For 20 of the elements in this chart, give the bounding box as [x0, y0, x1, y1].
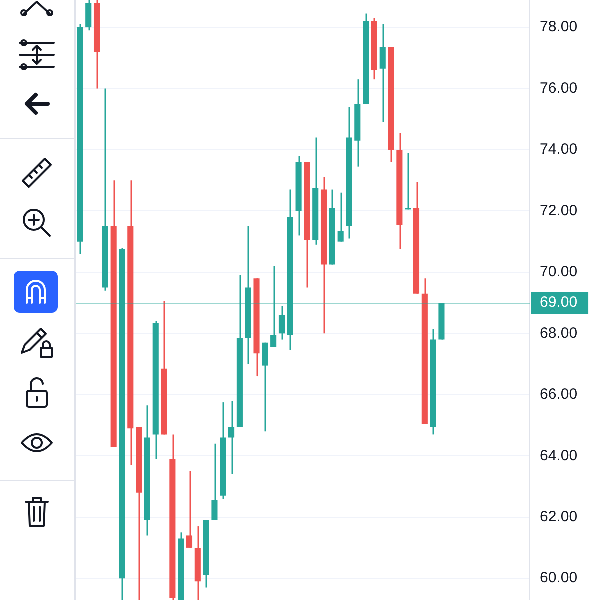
y-tick-label: 62.00: [540, 508, 578, 526]
candlestick: [212, 443, 218, 522]
candlestick: [338, 192, 344, 243]
y-tick-label: 72.00: [540, 202, 578, 220]
y-tick-label: 74.00: [540, 141, 578, 158]
y-tick-label: 76.00: [540, 80, 578, 97]
candlestick: [405, 152, 412, 210]
y-tick-label: 64.00: [540, 447, 578, 464]
candlestick: [186, 470, 193, 549]
y-tick-label: 70.00: [540, 264, 578, 281]
y-tick-label: 66.00: [540, 386, 578, 404]
candlestick: [228, 400, 235, 476]
candlestick: [262, 342, 268, 432]
y-tick-label: 68.00: [540, 324, 578, 342]
ref-line-label: 69.00: [540, 294, 578, 312]
candlestick: [270, 266, 277, 348]
candlestick: [278, 305, 286, 341]
y-tick-label: 60.00: [540, 570, 578, 587]
y-tick-label: 78.00: [540, 18, 578, 36]
candlestick: [380, 24, 386, 124]
